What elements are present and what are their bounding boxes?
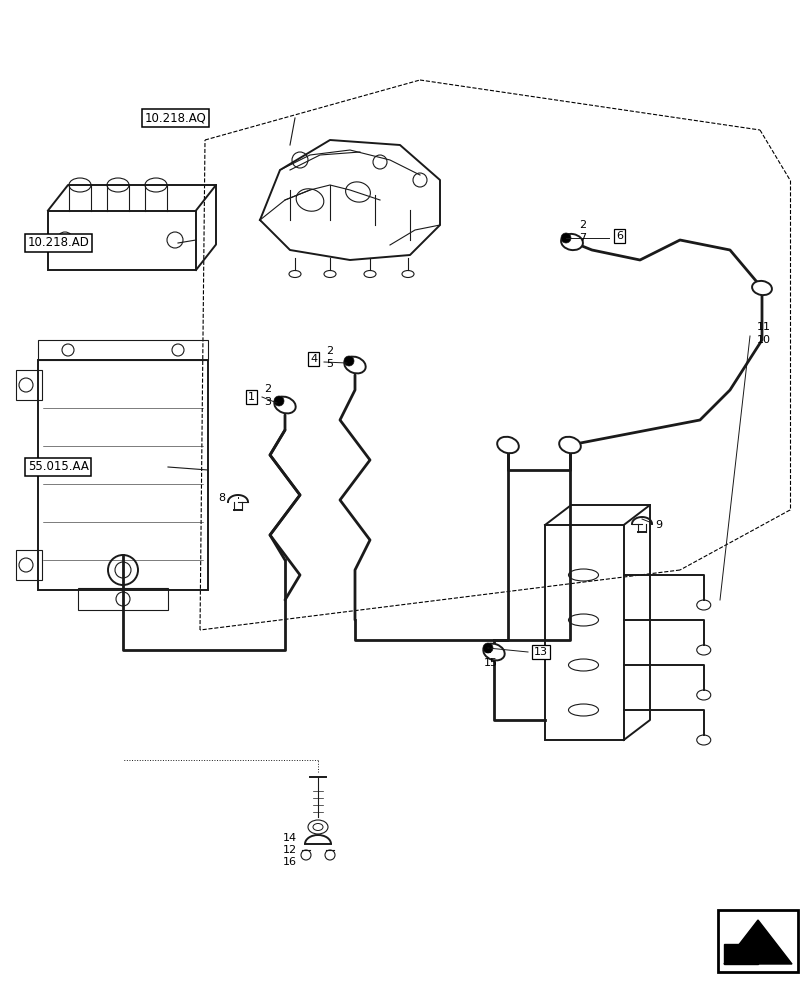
- Text: 2: 2: [325, 346, 333, 356]
- Ellipse shape: [751, 281, 771, 295]
- Circle shape: [344, 356, 354, 366]
- Text: 15: 15: [483, 658, 497, 668]
- Circle shape: [483, 643, 492, 653]
- Bar: [48, 211, 195, 270]
- Polygon shape: [723, 920, 791, 964]
- Text: 8: 8: [217, 493, 225, 503]
- Text: 13: 13: [534, 647, 547, 657]
- Bar: [16, 550, 42, 580]
- Text: 10: 10: [756, 335, 770, 345]
- Text: 10.218.AQ: 10.218.AQ: [145, 112, 207, 125]
- Text: 4: 4: [310, 354, 317, 364]
- Circle shape: [560, 233, 570, 243]
- Ellipse shape: [307, 820, 328, 834]
- Bar: [38, 360, 208, 590]
- Bar: [544, 525, 623, 740]
- Ellipse shape: [483, 644, 504, 660]
- Ellipse shape: [560, 234, 582, 250]
- Text: 14: 14: [283, 833, 297, 843]
- Circle shape: [273, 396, 284, 406]
- Ellipse shape: [344, 357, 365, 373]
- Ellipse shape: [559, 437, 580, 453]
- Text: 2: 2: [578, 220, 586, 230]
- Text: 55.015.AA: 55.015.AA: [28, 460, 88, 474]
- Text: 6: 6: [616, 231, 622, 241]
- Text: 7: 7: [578, 233, 586, 243]
- Bar: [38, 340, 208, 360]
- Text: 2: 2: [264, 384, 271, 394]
- Text: 10.218.AD: 10.218.AD: [28, 236, 90, 249]
- Text: 16: 16: [283, 857, 297, 867]
- Ellipse shape: [274, 397, 295, 413]
- Polygon shape: [723, 944, 757, 964]
- Bar: [16, 370, 42, 400]
- Text: 12: 12: [283, 845, 297, 855]
- Bar: [717, 910, 797, 972]
- Bar: [78, 588, 168, 610]
- Text: 2: 2: [483, 645, 491, 655]
- Text: 11: 11: [756, 322, 770, 332]
- Text: 1: 1: [247, 392, 255, 402]
- Text: 3: 3: [264, 397, 271, 407]
- Ellipse shape: [496, 437, 518, 453]
- Text: 9: 9: [654, 520, 661, 530]
- Text: 5: 5: [325, 359, 333, 369]
